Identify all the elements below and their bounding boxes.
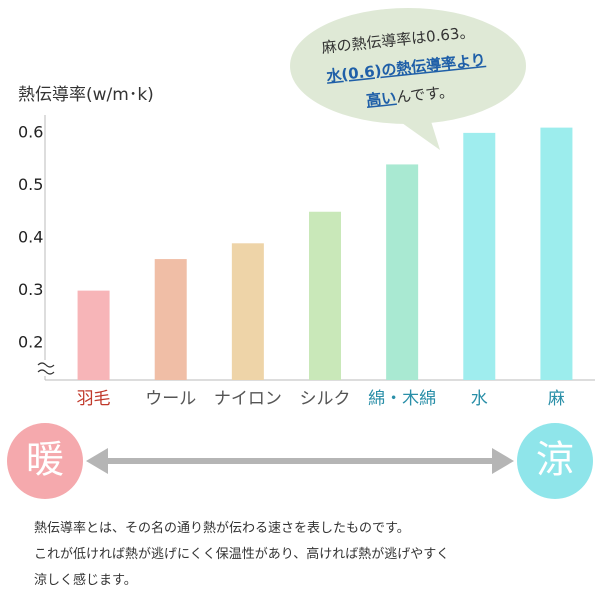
callout-bubble (290, 8, 526, 124)
y-tick-label: 0.2 (18, 333, 43, 352)
x-tick-label: 綿・木綿 (368, 389, 436, 409)
description: 涼しく感じます。 (34, 572, 137, 588)
warm-circle (7, 423, 83, 499)
x-tick-label: 水 (471, 389, 488, 409)
x-tick-label: シルク (300, 389, 351, 409)
cool-label: 涼 (536, 438, 574, 482)
x-tick-label: 麻 (548, 389, 565, 409)
x-tick-label: ナイロン (214, 389, 282, 409)
x-tick-label: ウール (145, 389, 196, 409)
callout-tail (395, 118, 440, 150)
callout-segment: 高い (365, 88, 397, 109)
callout-line: 高いんです。 (365, 82, 454, 109)
bar (309, 211, 341, 380)
y-axis-title: 熱伝導率(w/m･k) (18, 85, 154, 105)
bar (154, 259, 187, 380)
y-tick-label: 0.4 (18, 228, 43, 247)
axis-break-bg (36, 360, 56, 376)
cool-circle (517, 423, 593, 499)
bar (463, 132, 496, 380)
x-tick-label: 羽毛 (77, 389, 111, 409)
y-tick-label: 0.5 (18, 175, 43, 194)
description: これが低ければ熱が逃げにくく保温性があり、高ければ熱が逃げやすく (34, 546, 449, 562)
warm-label: 暖 (26, 438, 64, 482)
bar (386, 164, 419, 380)
y-tick-label: 0.3 (18, 280, 43, 299)
bar (540, 127, 573, 380)
axis-break (37, 362, 55, 375)
bar (77, 290, 110, 380)
bar (231, 243, 264, 380)
description: 熱伝導率とは、その名の通り熱が伝わる速さを表したものです。 (34, 520, 410, 536)
y-tick-label: 0.6 (18, 122, 43, 141)
callout-segment: んです。 (395, 82, 454, 106)
